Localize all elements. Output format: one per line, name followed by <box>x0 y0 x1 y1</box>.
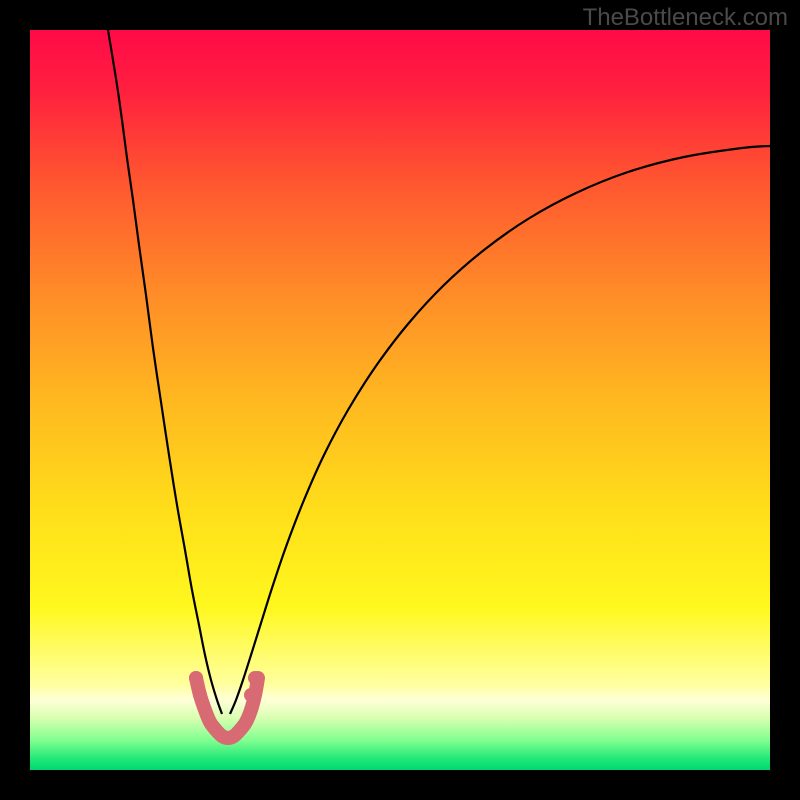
chart-canvas: TheBottleneck.com <box>0 0 800 800</box>
plot-area <box>30 30 770 770</box>
curve-layer <box>30 30 770 770</box>
watermark-text: TheBottleneck.com <box>583 4 788 32</box>
